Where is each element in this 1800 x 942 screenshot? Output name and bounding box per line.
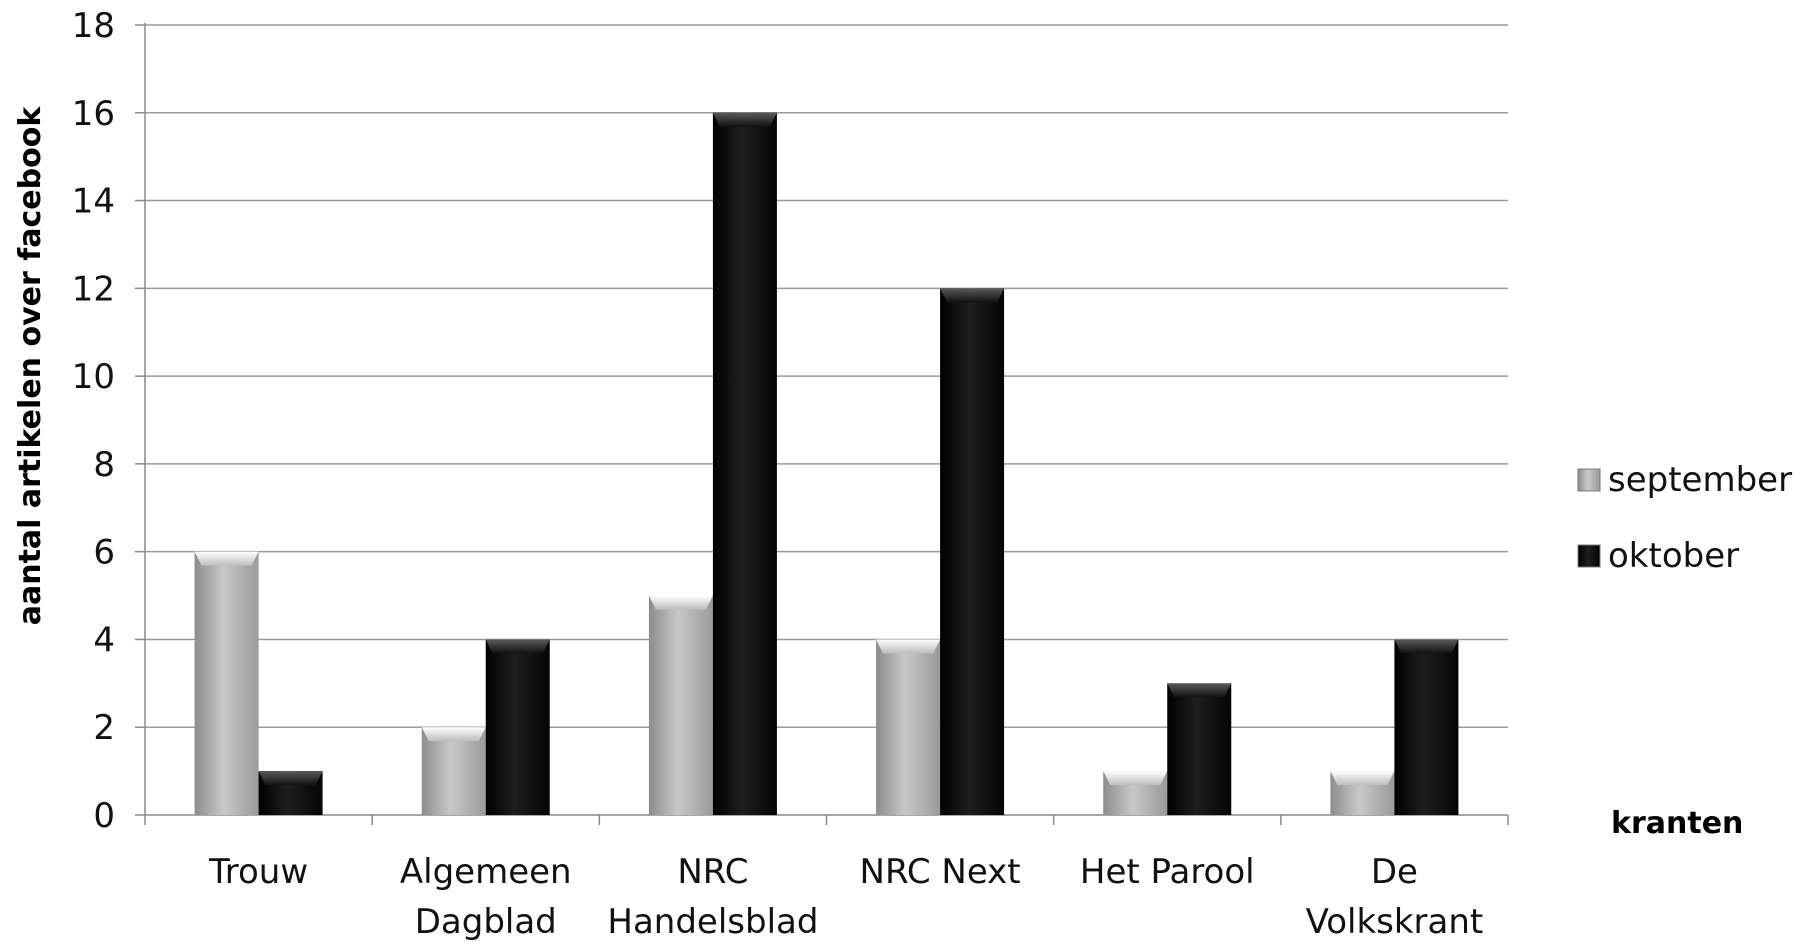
bar-cap-september <box>1330 771 1395 786</box>
gridlines <box>145 24 1508 728</box>
x-tick-label: Dagblad <box>415 902 557 942</box>
bars <box>194 112 1459 816</box>
legend-swatch-oktober <box>1577 544 1601 568</box>
bar-cap-oktober <box>258 771 323 786</box>
tick-labels: 0 2 4 6 8 10 12 14 16 18 Trouw Algemeen Dagblad NRC Ha… <box>72 6 1484 942</box>
bar-cap-oktober <box>485 639 550 654</box>
bar-oktober <box>1167 683 1232 815</box>
bar-cap-oktober <box>1394 639 1459 654</box>
y-tick-label: 16 <box>72 94 115 134</box>
bar-september <box>194 551 259 815</box>
axes <box>135 23 1509 825</box>
y-tick-label: 2 <box>93 708 115 748</box>
y-tick-label: 6 <box>93 533 115 573</box>
x-tick-label: Trouw <box>208 852 308 892</box>
x-tick-label: Volkskrant <box>1306 902 1484 942</box>
x-tick-label: De <box>1371 852 1418 892</box>
legend-label: oktober <box>1608 536 1739 576</box>
legend: september oktober <box>1577 460 1792 576</box>
x-axis-title: kranten <box>1611 806 1743 841</box>
bar-cap-september <box>876 639 941 654</box>
bar-cap-oktober <box>712 112 777 127</box>
bar-oktober <box>940 288 1005 815</box>
bar-september <box>876 639 941 815</box>
y-tick-label: 14 <box>72 182 115 222</box>
y-tick-label: 0 <box>93 796 115 836</box>
legend-swatch-september <box>1577 468 1601 492</box>
bar-oktober <box>712 112 777 816</box>
x-tick-label: Algemeen <box>400 852 572 892</box>
bar-september <box>648 595 713 815</box>
bar-oktober <box>485 639 550 815</box>
y-tick-label: 18 <box>72 6 115 46</box>
y-tick-label: 12 <box>72 269 115 309</box>
y-tick-label: 10 <box>72 357 115 397</box>
x-tick-label: NRC Next <box>860 852 1021 892</box>
y-tick-label: 4 <box>93 620 115 660</box>
bar-cap-oktober <box>1167 683 1232 698</box>
y-tick-label: 8 <box>93 445 115 485</box>
x-tick-label: Het Parool <box>1080 852 1255 892</box>
bar-cap-september <box>648 595 713 610</box>
y-axis-title: aantal artikelen over facebook <box>13 106 48 626</box>
bar-cap-oktober <box>940 288 1005 303</box>
x-tick-label: NRC <box>677 852 748 892</box>
bar-cap-september <box>194 551 259 566</box>
legend-label: september <box>1608 460 1792 500</box>
bar-cap-september <box>421 727 486 742</box>
bar-cap-september <box>1103 771 1168 786</box>
bar-september <box>421 727 486 815</box>
bar-oktober <box>1394 639 1459 815</box>
x-tick-label: Handelsblad <box>607 902 818 942</box>
